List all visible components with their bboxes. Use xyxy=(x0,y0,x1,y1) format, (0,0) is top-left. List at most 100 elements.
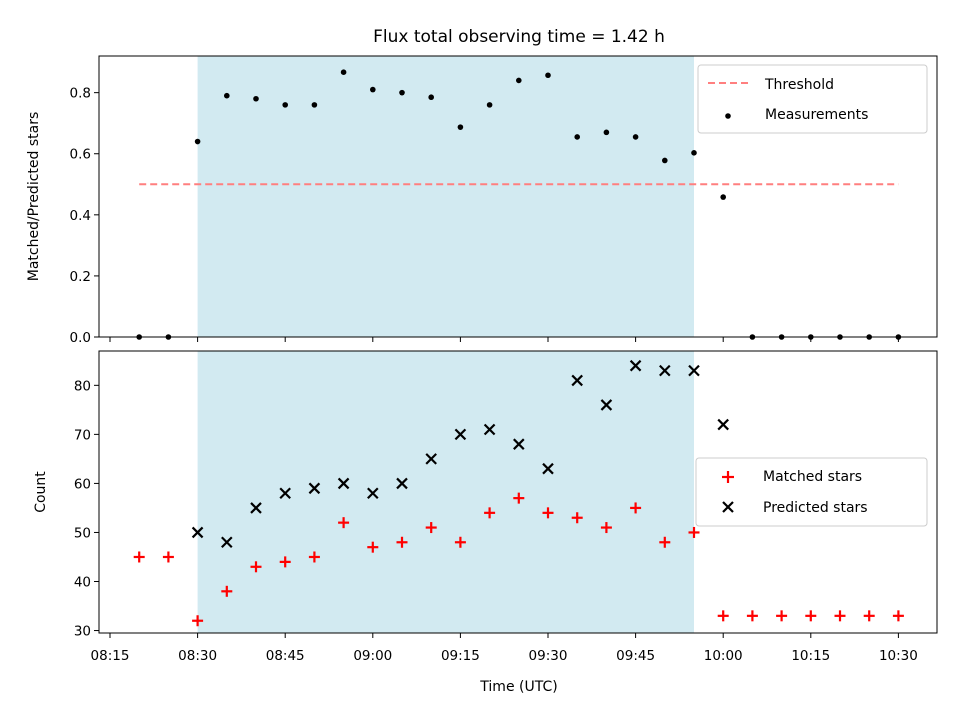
predicted-star-stroke xyxy=(483,423,496,436)
predicted-star-stroke xyxy=(571,374,583,387)
bottom-y-axis-label: Count xyxy=(33,471,49,513)
top-panel: 0.00.20.40.60.8 Matched/Predicted stars … xyxy=(26,55,938,346)
y-tick-label: 0.2 xyxy=(70,269,91,285)
measurement-point xyxy=(340,69,347,75)
predicted-star-stroke xyxy=(542,462,554,475)
measurement-point xyxy=(545,72,551,79)
measurement-point xyxy=(632,134,639,140)
matched-star-marker xyxy=(542,507,554,519)
predicted-star-marker xyxy=(454,428,467,441)
legend-measurements-label: Measurements xyxy=(765,107,868,123)
x-tick-label: 09:45 xyxy=(616,648,655,664)
predicted-star-marker xyxy=(425,453,437,465)
predicted-star-marker xyxy=(659,364,671,377)
predicted-star-marker xyxy=(191,526,204,539)
y-tick-label: 60 xyxy=(74,476,91,492)
top-y-axis-label: Matched/Predicted stars xyxy=(26,112,42,282)
matched-star-marker xyxy=(630,502,642,514)
top-x-ticks xyxy=(109,337,899,342)
predicted-star-stroke xyxy=(367,487,379,500)
matched-star-marker xyxy=(162,551,174,563)
predicted-star-stroke xyxy=(396,477,408,490)
predicted-star-marker xyxy=(337,477,350,490)
y-tick-label: 40 xyxy=(74,575,91,591)
predicted-star-stroke xyxy=(659,364,671,377)
predicted-star-marker xyxy=(600,399,613,411)
bottom-plot-frame xyxy=(98,350,938,634)
y-tick-label: 0.6 xyxy=(70,147,91,163)
x-tick-label: 09:00 xyxy=(353,648,392,664)
matched-star-marker xyxy=(250,561,262,573)
measurement-point xyxy=(311,102,318,108)
y-tick-label: 0.4 xyxy=(70,208,91,224)
y-tick-label: 0.8 xyxy=(70,86,91,102)
legend-threshold-label: Threshold xyxy=(764,77,834,93)
chart-title: Flux total observing time = 1.42 h xyxy=(373,27,665,47)
top-legend: Threshold Measurements xyxy=(697,64,928,134)
measurement-point xyxy=(194,138,201,145)
top-plot-frame xyxy=(98,55,938,338)
predicted-star-stroke xyxy=(513,438,525,450)
predicted-star-marker xyxy=(571,374,583,387)
matched-star-marker xyxy=(454,536,466,548)
predicted-star-marker xyxy=(513,438,525,450)
predicted-star-stroke xyxy=(600,399,613,411)
legend-measurement-swatch xyxy=(725,113,731,119)
matched-star-marker xyxy=(338,517,350,529)
predicted-star-stroke xyxy=(221,536,233,549)
matched-star-marker xyxy=(221,585,233,597)
matched-star-marker xyxy=(892,610,904,622)
x-tick-label: 10:00 xyxy=(704,648,743,664)
matched-star-marker xyxy=(279,556,291,568)
bottom-shaded-region xyxy=(197,351,694,633)
top-shaded-region xyxy=(197,56,694,337)
matched-star-marker xyxy=(717,610,729,622)
matched-star-marker xyxy=(688,526,700,538)
matched-star-marker xyxy=(192,615,204,627)
predicted-star-stroke xyxy=(717,418,729,431)
predicted-star-marker xyxy=(221,536,233,549)
predicted-star-marker xyxy=(250,502,262,514)
matched-star-marker xyxy=(834,610,846,622)
matched-star-marker xyxy=(746,610,758,622)
predicted-star-stroke xyxy=(425,453,437,465)
x-tick-label: 08:30 xyxy=(178,648,217,664)
matched-star-marker xyxy=(425,522,437,534)
measurement-point xyxy=(720,194,726,200)
matched-stars-points xyxy=(133,492,904,627)
matched-star-marker xyxy=(396,536,408,548)
measurement-point xyxy=(486,102,493,108)
matched-star-marker xyxy=(367,541,379,553)
measurement-point xyxy=(691,150,697,156)
y-tick-label: 80 xyxy=(74,378,91,394)
predicted-star-marker xyxy=(308,482,321,495)
matched-star-marker xyxy=(513,492,525,504)
measurement-point xyxy=(603,129,610,136)
bottom-x-ticks: 08:15 08:30 08:45 09:00 09:15 09:30 09:45 10:00… xyxy=(91,633,918,664)
predicted-star-marker xyxy=(367,487,379,500)
predicted-star-marker xyxy=(688,364,700,377)
predicted-star-marker xyxy=(542,462,554,475)
predicted-star-stroke xyxy=(191,526,204,539)
predicted-star-marker xyxy=(629,359,642,372)
y-tick-label: 30 xyxy=(74,624,91,640)
matched-star-marker xyxy=(863,610,875,622)
x-tick-label: 08:15 xyxy=(91,648,130,664)
measurement-point xyxy=(457,124,464,130)
predicted-star-marker xyxy=(279,487,291,500)
x-tick-label: 10:30 xyxy=(879,648,918,664)
top-y-ticks: 0.0 0.2 0.4 0.6 0.8 xyxy=(70,86,99,346)
legend-box xyxy=(695,457,928,527)
measurement-point xyxy=(574,134,580,140)
matched-star-marker xyxy=(659,536,671,548)
legend-predicted-swatch xyxy=(722,501,734,513)
predicted-star-stroke xyxy=(337,477,350,490)
y-tick-label: 70 xyxy=(74,427,91,443)
matched-star-marker xyxy=(776,610,788,622)
predicted-star-marker xyxy=(483,423,496,436)
measurement-point xyxy=(224,92,230,99)
matched-star-marker xyxy=(133,551,145,563)
predicted-star-stroke xyxy=(279,487,291,500)
y-tick-label: 50 xyxy=(74,525,91,541)
x-tick-label: 09:30 xyxy=(529,648,568,664)
